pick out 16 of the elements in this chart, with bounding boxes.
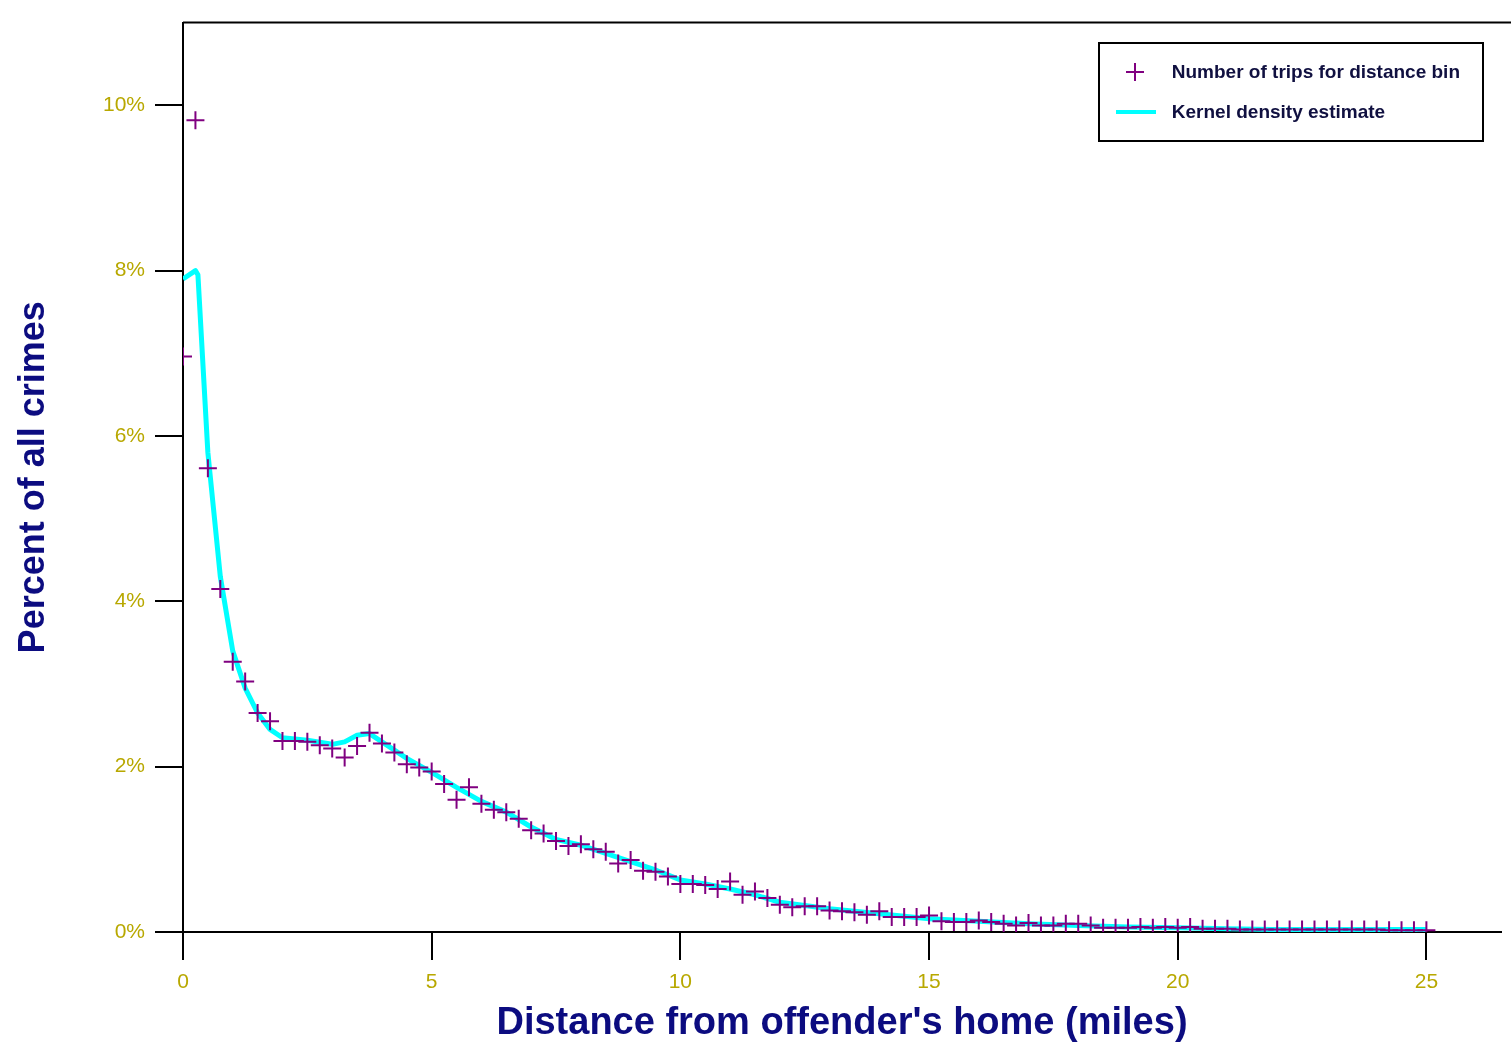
x-tick-label: 5 bbox=[425, 969, 438, 993]
legend-label: Kernel density estimate bbox=[1171, 101, 1386, 123]
y-tick-label: 4% bbox=[114, 588, 145, 612]
y-tick-label: 0% bbox=[114, 918, 145, 942]
x-tick-label: 15 bbox=[917, 969, 941, 993]
y-axis-title: Percent of all crimes bbox=[10, 301, 52, 654]
y-tick-label: 2% bbox=[114, 753, 145, 777]
x-tick-label: 20 bbox=[1166, 969, 1190, 993]
x-tick-label: 0 bbox=[177, 969, 189, 993]
y-tick-label: 8% bbox=[114, 257, 145, 281]
x-tick-label: 10 bbox=[668, 969, 693, 993]
y-tick-label: 6% bbox=[114, 422, 145, 446]
y-tick-label: 10% bbox=[102, 92, 145, 116]
x-tick-label: 25 bbox=[1414, 969, 1439, 993]
legend-label: Number of trips for distance bin bbox=[1171, 61, 1460, 83]
x-axis-title: Distance from offender's home (miles) bbox=[496, 999, 1188, 1042]
